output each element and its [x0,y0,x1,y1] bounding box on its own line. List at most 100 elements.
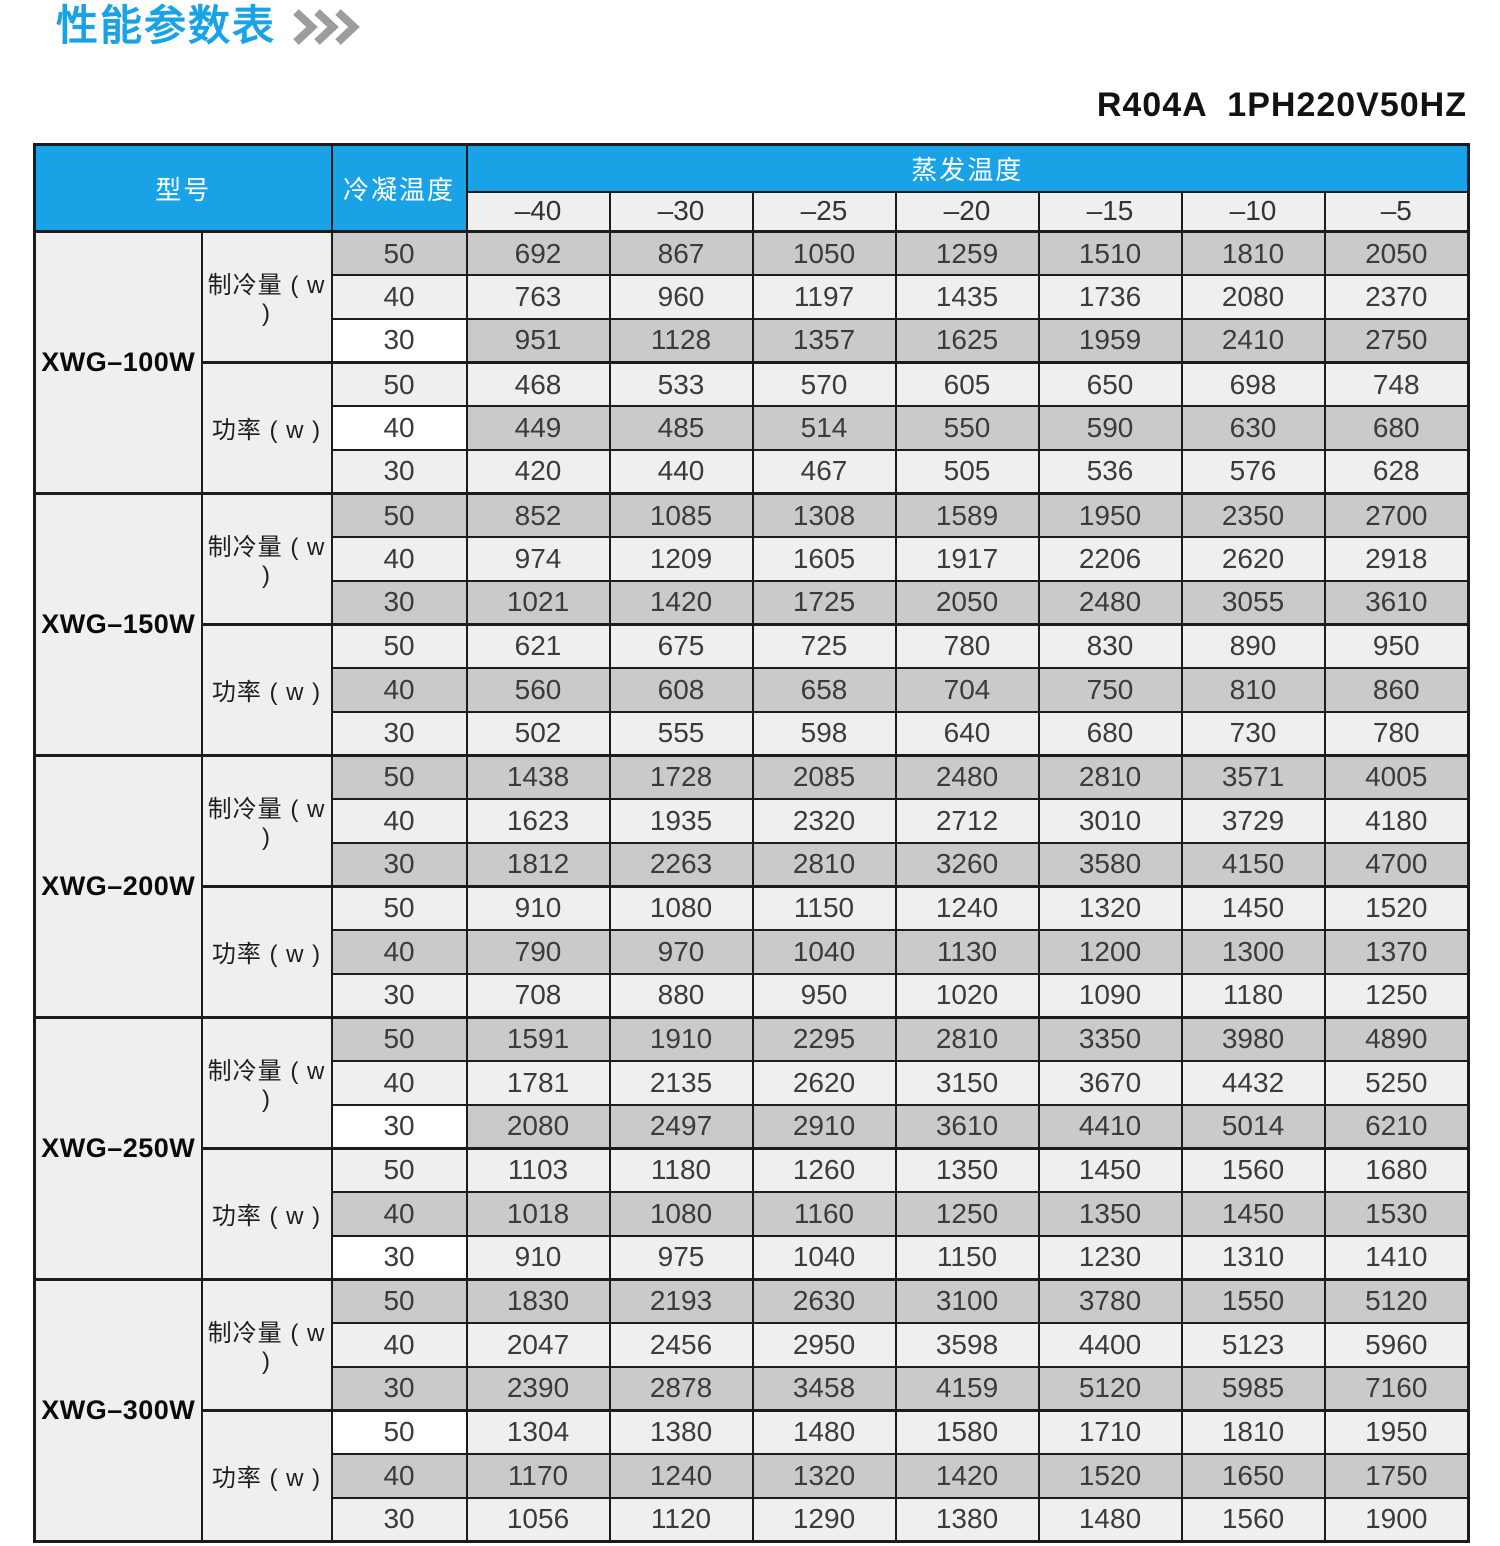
value-cell: 2085 [751,753,897,801]
value-cell: 4890 [1323,1015,1470,1062]
value-cell: 640 [894,710,1040,757]
condensing-temp-cell: 30 [330,448,468,495]
metric-label-cell: 制冷量 ( w ) [200,1015,333,1150]
value-cell: 2810 [1037,753,1183,801]
value-cell: 1450 [1180,1190,1326,1237]
value-cell: 1550 [1180,1277,1326,1324]
table-row: 功率 ( w ) 50 1103 1180 1260 1350 1450 1560 1680 [35,1146,1470,1281]
value-cell: 1150 [751,884,897,931]
value-cell: 2080 [1180,274,1326,320]
value-cell: 1450 [1037,1146,1183,1193]
value-cell: 1680 [1323,1146,1470,1193]
value-cell: 1250 [894,1190,1040,1237]
table-row: 功率 ( w ) 50 910 1080 1150 1240 1320 1450 1520 [35,884,1470,1019]
value-cell: 1580 [894,1408,1040,1455]
value-cell: 2950 [751,1321,897,1368]
value-cell: 830 [1037,622,1183,670]
value-cell: 1589 [894,491,1040,539]
value-cell: 3780 [1037,1277,1183,1324]
value-cell: 810 [1180,667,1326,713]
value-cell: 1260 [751,1146,897,1193]
model-name-cell: XWG–200W [33,753,203,1019]
value-cell: 1480 [1037,1496,1183,1543]
value-cell: 1350 [894,1146,1040,1193]
header-condensing-temp: 冷凝温度 [330,143,468,233]
value-cell: 5120 [1037,1365,1183,1412]
value-cell: 5123 [1180,1321,1326,1368]
value-cell: 1170 [465,1452,611,1499]
condensing-temp-cell: 30 [330,972,468,1019]
value-cell: 420 [465,448,611,495]
table-row: 30 910 975 1040 1150 1230 1310 1410 [35,1234,1470,1281]
metric-label-cell: 功率 ( w ) [200,1408,333,1543]
table-row: 40 1170 1240 1320 1420 1520 1650 1750 [35,1452,1470,1499]
condensing-temp-cell: 50 [330,753,468,801]
value-cell: 555 [608,710,754,757]
value-cell: 570 [751,360,897,408]
value-cell: 533 [608,360,754,408]
value-cell: 1450 [1180,884,1326,931]
value-cell: 1040 [751,1234,897,1281]
table-row: 功率 ( w ) 50 621 675 725 780 830 890 950 [35,622,1470,757]
value-cell: 2750 [1323,317,1470,364]
value-cell: 1200 [1037,929,1183,975]
model-name-cell: XWG–150W [33,491,203,757]
value-cell: 1750 [1323,1452,1470,1499]
table-row: 40 449 485 514 550 590 630 680 [35,405,1470,451]
value-cell: 4150 [1180,841,1326,888]
value-cell: 1080 [608,1190,754,1237]
value-cell: 1040 [751,929,897,975]
value-cell: 2918 [1323,536,1470,582]
value-cell: 950 [1323,622,1470,670]
header-evap-temp: –5 [1323,190,1470,233]
value-cell: 1197 [751,274,897,320]
value-cell: 1810 [1180,230,1326,277]
value-cell: 1623 [465,798,611,844]
header-evap-temp: –40 [465,190,611,233]
value-cell: 2390 [465,1365,611,1412]
value-cell: 1959 [1037,317,1183,364]
table-row: 30 2390 2878 3458 4159 5120 5985 7160 [35,1365,1470,1412]
header-evaporating-temp: 蒸发温度 [465,143,1470,193]
value-cell: 1357 [751,317,897,364]
value-cell: 910 [465,884,611,931]
value-cell: 1300 [1180,929,1326,975]
value-cell: 1910 [608,1015,754,1062]
value-cell: 2620 [1180,536,1326,582]
table-row: 40 2047 2456 2950 3598 4400 5123 5960 [35,1321,1470,1368]
triple-chevron-icon [292,8,362,50]
value-cell: 560 [465,667,611,713]
value-cell: 3055 [1180,579,1326,626]
table-row: 30 420 440 467 505 536 576 628 [35,448,1470,495]
value-cell: 860 [1323,667,1470,713]
value-cell: 3010 [1037,798,1183,844]
value-cell: 5985 [1180,1365,1326,1412]
value-cell: 708 [465,972,611,1019]
value-cell: 1438 [465,753,611,801]
condensing-temp-cell: 50 [330,884,468,931]
value-cell: 3580 [1037,841,1183,888]
condensing-temp-cell: 40 [330,667,468,713]
header-evap-temp: –15 [1037,190,1183,233]
value-cell: 1420 [894,1452,1040,1499]
table-row: 30 2080 2497 2910 3610 4410 5014 6210 [35,1103,1470,1150]
value-cell: 2878 [608,1365,754,1412]
value-cell: 1480 [751,1408,897,1455]
value-cell: 1090 [1037,972,1183,1019]
value-cell: 780 [1323,710,1470,757]
value-cell: 2712 [894,798,1040,844]
value-cell: 485 [608,405,754,451]
value-cell: 1350 [1037,1190,1183,1237]
value-cell: 704 [894,667,1040,713]
condensing-temp-cell: 40 [330,1190,468,1237]
value-cell: 2050 [1323,230,1470,277]
value-cell: 3260 [894,841,1040,888]
value-cell: 1250 [1323,972,1470,1019]
header-model: 型号 [33,143,333,233]
condensing-temp-cell: 40 [330,1059,468,1106]
value-cell: 449 [465,405,611,451]
value-cell: 1240 [608,1452,754,1499]
value-cell: 536 [1037,448,1183,495]
value-cell: 748 [1323,360,1470,408]
condensing-temp-cell: 30 [330,579,468,626]
